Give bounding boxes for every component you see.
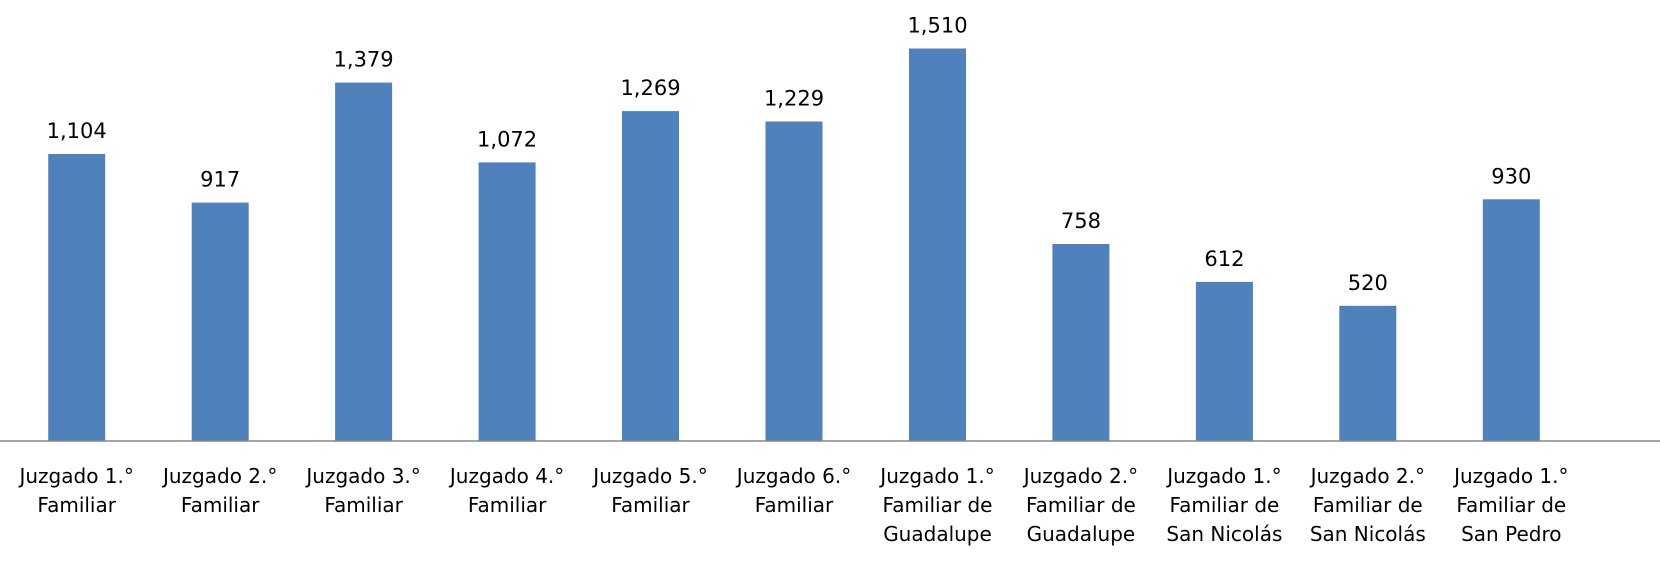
category-label-9-line-3: San Nicolás <box>1166 522 1282 546</box>
data-label-11: 930 <box>1491 164 1531 188</box>
category-label-7-line-2: Familiar de <box>883 493 993 517</box>
bar-4 <box>478 162 536 441</box>
category-label-1-line-2: Familiar <box>37 493 116 517</box>
category-label-9-line-2: Familiar de <box>1169 493 1279 517</box>
bar-7 <box>909 48 966 441</box>
category-label-11-line-1: Juzgado 1.° <box>1452 464 1568 488</box>
category-label-10: Juzgado 2.° Familiar de San Nicolás <box>1309 464 1426 546</box>
category-label-10-line-2: Familiar de <box>1313 493 1423 517</box>
bar-11 <box>1482 199 1540 441</box>
category-label-7: Juzgado 1.° Familiar de Guadalupe <box>878 464 994 546</box>
category-label-7-line-1: Juzgado 1.° <box>878 464 994 488</box>
data-label-5: 1,269 <box>620 76 680 100</box>
category-label-9-line-1: Juzgado 1.° <box>1165 464 1281 488</box>
data-label-6: 1,229 <box>764 87 824 111</box>
category-label-8-line-3: Guadalupe <box>1027 522 1136 546</box>
category-label-6-line-2: Familiar <box>755 493 834 517</box>
category-label-4-line-2: Familiar <box>468 493 547 517</box>
data-labels-layer: 1,104 917 1,379 1,072 1,269 1,229 1,510 758 612 5… <box>47 14 1532 295</box>
data-label-4: 1,072 <box>477 127 537 151</box>
category-label-5-line-1: Juzgado 5.° <box>591 464 707 488</box>
data-label-7: 1,510 <box>907 14 967 38</box>
data-label-1: 1,104 <box>47 119 107 143</box>
bar-10 <box>1339 305 1397 441</box>
category-label-2-line-1: Juzgado 2.° <box>161 464 277 488</box>
category-label-11: Juzgado 1.° Familiar de San Pedro <box>1452 464 1568 546</box>
category-label-9: Juzgado 1.° Familiar de San Nicolás <box>1165 464 1282 546</box>
bar-9 <box>1195 281 1253 441</box>
bar-3 <box>335 82 393 441</box>
bar-1 <box>48 154 106 441</box>
category-label-2-line-2: Familiar <box>181 493 260 517</box>
category-label-11-line-2: Familiar de <box>1456 493 1566 517</box>
category-label-10-line-3: San Nicolás <box>1310 522 1426 546</box>
category-label-1: Juzgado 1.° Familiar <box>17 464 133 517</box>
category-label-8-line-2: Familiar de <box>1026 493 1136 517</box>
bars-layer <box>48 48 1540 441</box>
category-label-7-line-3: Guadalupe <box>883 522 992 546</box>
category-label-5-line-2: Familiar <box>611 493 690 517</box>
category-label-8: Juzgado 2.° Familiar de Guadalupe <box>1022 464 1138 546</box>
category-label-11-line-3: San Pedro <box>1461 522 1561 546</box>
category-label-3: Juzgado 3.° Familiar <box>304 464 420 517</box>
data-label-2: 917 <box>200 168 240 192</box>
category-label-8-line-1: Juzgado 2.° <box>1022 464 1138 488</box>
data-label-9: 612 <box>1204 247 1244 271</box>
data-label-10: 520 <box>1348 271 1388 295</box>
category-label-4: Juzgado 4.° Familiar <box>448 464 564 517</box>
bar-8 <box>1052 244 1110 441</box>
category-label-5: Juzgado 5.° Familiar <box>591 464 707 517</box>
bar-6 <box>765 121 823 441</box>
category-label-10-line-1: Juzgado 2.° <box>1309 464 1425 488</box>
category-label-3-line-1: Juzgado 3.° <box>304 464 420 488</box>
bar-2 <box>191 202 249 441</box>
category-label-4-line-1: Juzgado 4.° <box>448 464 564 488</box>
category-label-2: Juzgado 2.° Familiar <box>161 464 277 517</box>
category-label-6: Juzgado 6.° Familiar <box>735 464 851 517</box>
data-label-8: 758 <box>1061 209 1101 233</box>
category-label-1-line-1: Juzgado 1.° <box>17 464 133 488</box>
data-label-3: 1,379 <box>334 48 394 72</box>
category-label-3-line-2: Familiar <box>324 493 403 517</box>
bar-5 <box>622 111 679 441</box>
category-label-6-line-1: Juzgado 6.° <box>735 464 851 488</box>
